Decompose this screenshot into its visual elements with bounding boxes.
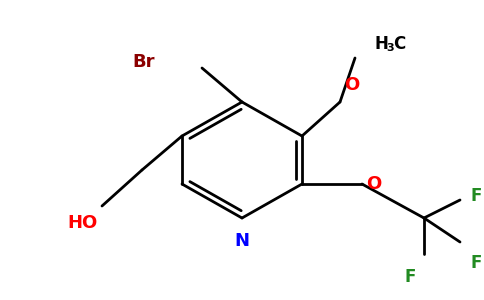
Text: F: F [470, 254, 482, 272]
Text: F: F [470, 187, 482, 205]
Text: F: F [404, 268, 416, 286]
Text: O: O [366, 175, 381, 193]
Text: Br: Br [133, 53, 155, 71]
Text: O: O [344, 76, 359, 94]
Text: N: N [235, 232, 249, 250]
Text: HO: HO [68, 214, 98, 232]
Text: C: C [393, 35, 405, 53]
Text: H: H [375, 35, 389, 53]
Text: 3: 3 [386, 43, 393, 53]
